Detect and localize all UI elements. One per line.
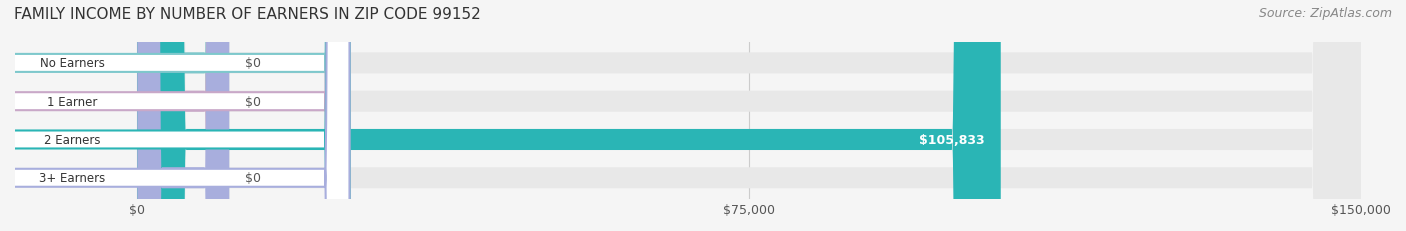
FancyBboxPatch shape — [138, 0, 229, 231]
Text: Source: ZipAtlas.com: Source: ZipAtlas.com — [1258, 7, 1392, 20]
FancyBboxPatch shape — [0, 0, 350, 231]
FancyBboxPatch shape — [138, 0, 229, 231]
FancyBboxPatch shape — [138, 0, 229, 231]
FancyBboxPatch shape — [0, 0, 350, 231]
FancyBboxPatch shape — [138, 0, 1361, 231]
Text: 2 Earners: 2 Earners — [44, 134, 100, 146]
FancyBboxPatch shape — [138, 0, 1361, 231]
Text: $0: $0 — [246, 172, 262, 185]
Text: $0: $0 — [246, 95, 262, 108]
Text: 3+ Earners: 3+ Earners — [39, 172, 105, 185]
Text: 1 Earner: 1 Earner — [46, 95, 97, 108]
FancyBboxPatch shape — [0, 0, 350, 231]
FancyBboxPatch shape — [138, 0, 1361, 231]
FancyBboxPatch shape — [138, 0, 1361, 231]
Text: No Earners: No Earners — [39, 57, 104, 70]
Text: FAMILY INCOME BY NUMBER OF EARNERS IN ZIP CODE 99152: FAMILY INCOME BY NUMBER OF EARNERS IN ZI… — [14, 7, 481, 22]
FancyBboxPatch shape — [138, 0, 1001, 231]
Text: $0: $0 — [246, 57, 262, 70]
Text: $105,833: $105,833 — [918, 134, 984, 146]
FancyBboxPatch shape — [0, 0, 350, 231]
